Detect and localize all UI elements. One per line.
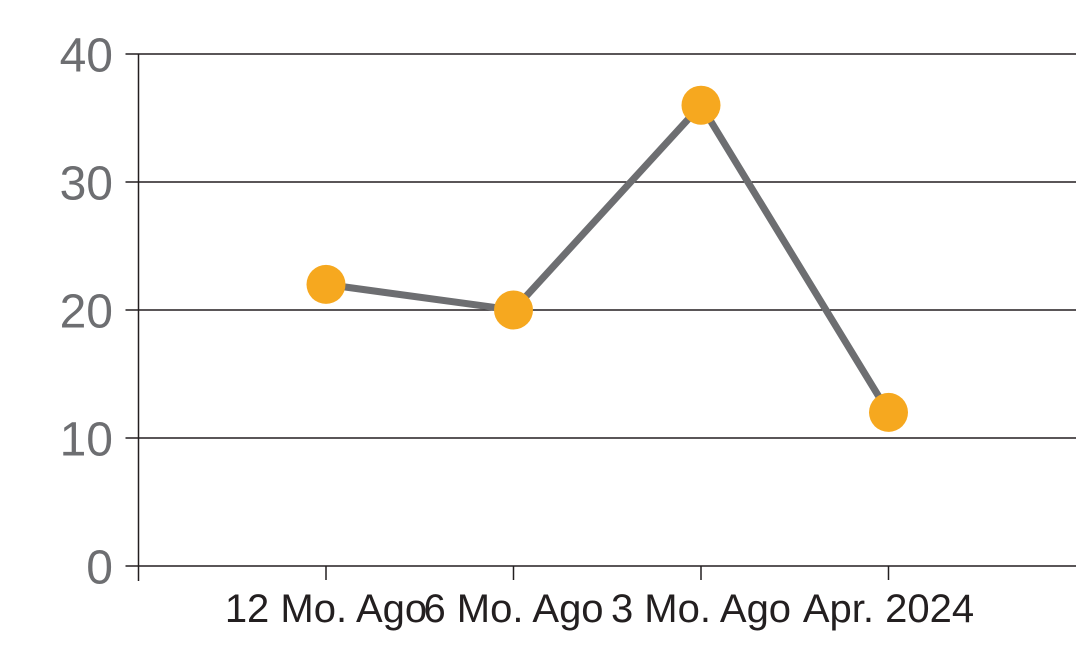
y-axis-tick-label-20: 20: [60, 285, 113, 338]
y-axis-tick-label-10: 10: [60, 413, 113, 466]
y-axis-tick-label-0: 0: [86, 541, 113, 594]
data-point-marker-1: [494, 290, 533, 330]
data-point-marker-0: [306, 264, 346, 304]
y-axis-tick-label-40: 40: [60, 29, 113, 82]
data-line: [325, 99, 892, 415]
x-axis-tick-label-1: 6 Mo. Ago: [423, 587, 603, 631]
gridlines-layer: [125, 53, 1076, 567]
x-axis-tick-label-0: 12 Mo. Ago: [225, 587, 427, 631]
axes-layer: [137, 54, 890, 581]
x-axis-tick-label-3: Apr. 2024: [803, 587, 974, 631]
y-axis-tick-label-30: 30: [60, 157, 113, 210]
series-layer: [306, 85, 908, 432]
data-point-marker-2: [681, 85, 721, 125]
data-point-marker-3: [869, 392, 908, 432]
x-axis-tick-label-2: 3 Mo. Ago: [611, 587, 791, 631]
